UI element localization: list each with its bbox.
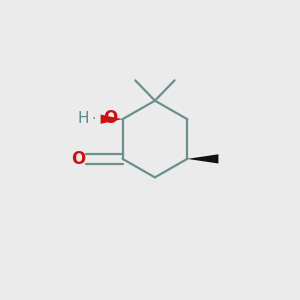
- Polygon shape: [187, 154, 218, 164]
- Polygon shape: [100, 115, 123, 124]
- Text: O: O: [103, 109, 117, 127]
- Text: H: H: [78, 110, 89, 125]
- Text: O: O: [71, 150, 85, 168]
- Text: ·: ·: [92, 112, 96, 126]
